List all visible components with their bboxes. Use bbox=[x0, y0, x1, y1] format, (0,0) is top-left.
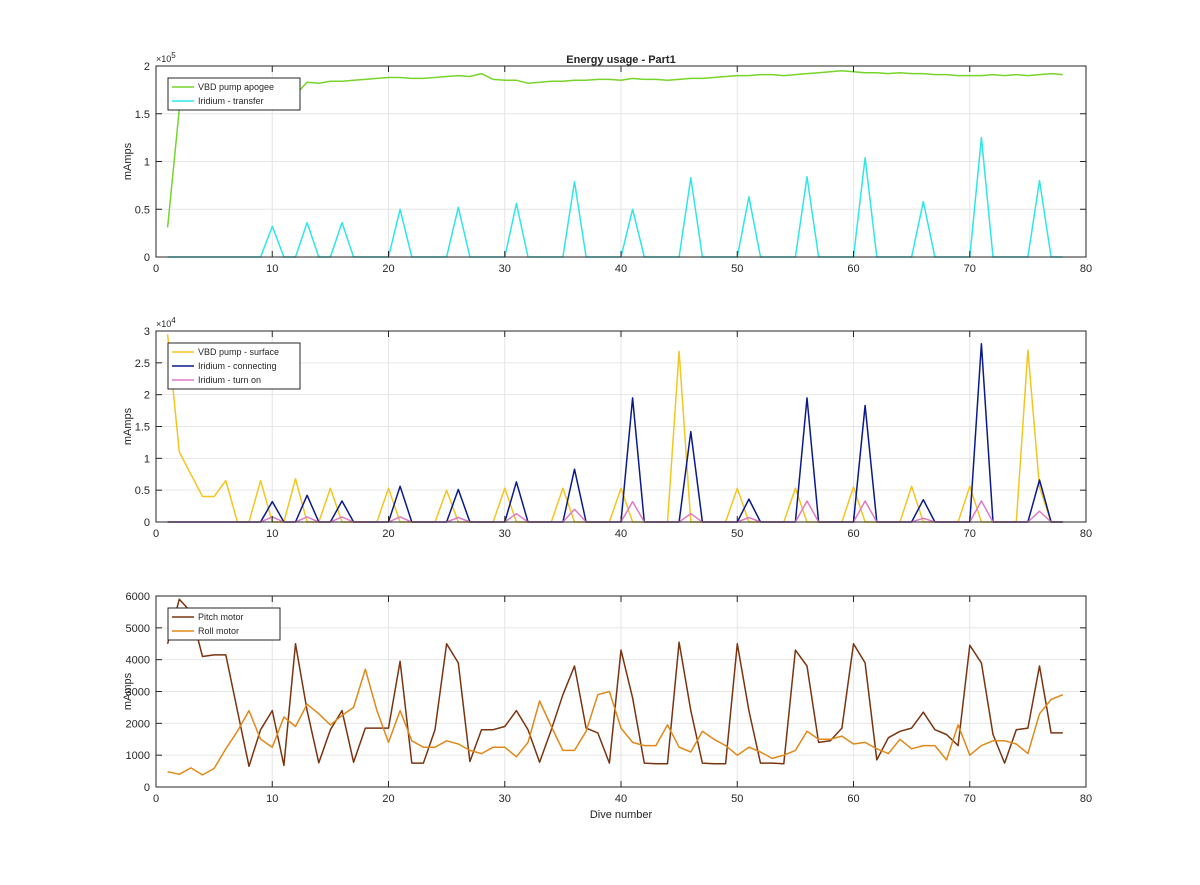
legend-entry: Iridium - transfer bbox=[198, 96, 264, 106]
chart-title: Energy usage - Part1 bbox=[566, 54, 675, 66]
y-tick-label: 1 bbox=[144, 157, 150, 169]
y-tick-label: 1.5 bbox=[135, 422, 150, 434]
x-tick-label: 30 bbox=[499, 793, 511, 805]
x-tick-label: 80 bbox=[1080, 528, 1092, 540]
y-tick-label: 6000 bbox=[126, 591, 150, 603]
y-tick-label: 2000 bbox=[126, 718, 150, 730]
x-tick-label: 40 bbox=[615, 263, 627, 275]
y-exponent-power: 5 bbox=[171, 51, 176, 60]
x-tick-label: 70 bbox=[964, 528, 976, 540]
x-tick-label: 80 bbox=[1080, 263, 1092, 275]
y-axis-label: mAmps bbox=[122, 407, 134, 445]
y-tick-label: 0.5 bbox=[135, 204, 150, 216]
x-tick-label: 70 bbox=[964, 793, 976, 805]
legend-entry: Iridium - connecting bbox=[198, 361, 277, 371]
x-tick-label: 0 bbox=[153, 263, 159, 275]
legend: VBD pump apogee Iridium - transfer bbox=[167, 77, 301, 111]
y-axis-label: mAmps bbox=[122, 672, 134, 710]
x-tick-label: 50 bbox=[731, 528, 743, 540]
x-tick-label: 10 bbox=[266, 793, 278, 805]
x-tick-label: 60 bbox=[847, 263, 859, 275]
x-tick-label: 20 bbox=[382, 528, 394, 540]
x-tick-label: 30 bbox=[499, 263, 511, 275]
x-tick-label: 80 bbox=[1080, 793, 1092, 805]
legend-box bbox=[167, 77, 301, 111]
y-tick-label: 1000 bbox=[126, 750, 150, 762]
x-tick-label: 10 bbox=[266, 528, 278, 540]
y-tick-label: 4000 bbox=[126, 655, 150, 667]
legend: Pitch motor Roll motor bbox=[167, 607, 281, 641]
y-tick-label: 2.5 bbox=[135, 358, 150, 370]
x-tick-label: 70 bbox=[964, 263, 976, 275]
y-tick-label: 5000 bbox=[126, 623, 150, 635]
y-axis-label: mAmps bbox=[122, 142, 134, 180]
y-tick-label: 2 bbox=[144, 61, 150, 73]
series-line-pitch-motor bbox=[166, 598, 1063, 768]
y-exponent-label: ×104 bbox=[156, 316, 176, 329]
y-tick-label: 0 bbox=[144, 782, 150, 794]
legend-entry: VBD pump - surface bbox=[198, 347, 279, 357]
legend-entry: Iridium - turn on bbox=[198, 375, 261, 385]
legend-entry: Roll motor bbox=[198, 626, 239, 636]
y-tick-label: 1 bbox=[144, 453, 150, 465]
legend-entry: VBD pump apogee bbox=[198, 82, 274, 92]
y-exponent-power: 4 bbox=[171, 316, 176, 325]
x-tick-label: 30 bbox=[499, 528, 511, 540]
y-tick-label: 3 bbox=[144, 326, 150, 338]
x-tick-label: 50 bbox=[731, 263, 743, 275]
x-tick-label: 40 bbox=[615, 793, 627, 805]
axes-2: 0 10 20 30 40 50 60 70 80 0 0.5 1 1.5 2 2.5 3 ×104 mAmps V… bbox=[122, 316, 1092, 540]
y-tick-label: 2 bbox=[144, 390, 150, 402]
x-tick-label: 20 bbox=[382, 793, 394, 805]
y-exponent-label: ×105 bbox=[156, 51, 176, 64]
axes-1: 0 10 20 30 40 50 60 70 80 0 0.5 1 1.5 2 ×105 mAmps Energ… bbox=[122, 51, 1092, 275]
legend: VBD pump - surface Iridium - connecting Ir… bbox=[167, 342, 301, 390]
y-tick-label: 0 bbox=[144, 252, 150, 264]
y-tick-label: 1.5 bbox=[135, 109, 150, 121]
x-tick-label: 60 bbox=[847, 793, 859, 805]
x-tick-label: 60 bbox=[847, 528, 859, 540]
y-tick-label: 0 bbox=[144, 517, 150, 529]
x-tick-label: 40 bbox=[615, 528, 627, 540]
series-line-roll-motor bbox=[167, 668, 1064, 776]
x-tick-label: 0 bbox=[153, 528, 159, 540]
legend-box bbox=[167, 607, 281, 641]
x-tick-label: 50 bbox=[731, 793, 743, 805]
y-tick-label: 0.5 bbox=[135, 485, 150, 497]
x-axis-label: Dive number bbox=[590, 809, 653, 821]
axes-3: 0 10 20 30 40 50 60 70 80 0 1000 2000 3000 4000 5000 60… bbox=[122, 591, 1092, 821]
x-tick-label: 0 bbox=[153, 793, 159, 805]
y-tick-label: 3000 bbox=[126, 687, 150, 699]
x-tick-label: 20 bbox=[382, 263, 394, 275]
x-tick-label: 10 bbox=[266, 263, 278, 275]
series-line-vbd-pump-apogee bbox=[166, 70, 1063, 228]
legend-entry: Pitch motor bbox=[198, 612, 244, 622]
